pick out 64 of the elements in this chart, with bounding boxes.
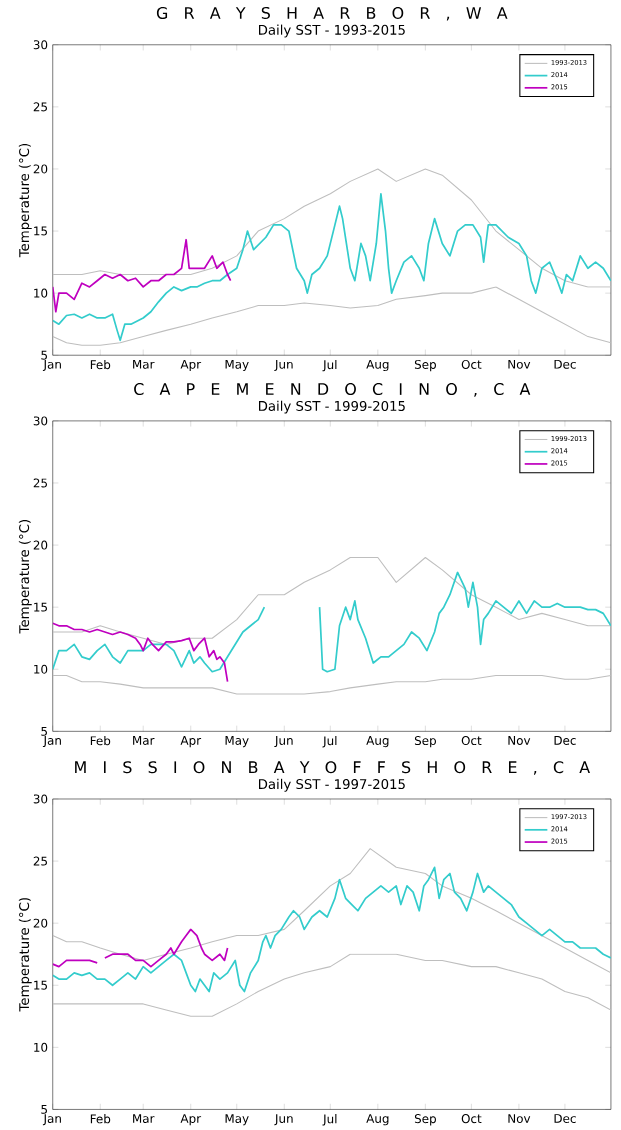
y-tick-label: 15 — [34, 980, 48, 990]
chart-title: G R A Y S H A R B O R , W A — [156, 6, 508, 21]
y-tick-label: 15 — [34, 226, 48, 236]
chart-title: C A P E M E N D O C I N O , C A — [134, 383, 531, 397]
x-tick-label: Mar — [133, 359, 155, 369]
x-tick-label: Jun — [274, 359, 293, 371]
x-tick-label: Jun — [274, 736, 293, 748]
y-axis-title: Temperature (°C) — [18, 520, 32, 634]
y-tick-label: 20 — [33, 540, 48, 550]
x-tick-label: Jul — [322, 359, 337, 372]
y-tick-label: 10 — [34, 664, 48, 674]
x-tick-label: Aug — [366, 1114, 389, 1126]
y-tick-label: 10 — [34, 1042, 48, 1052]
y-axis-title: Temperature (°C) — [18, 143, 32, 258]
x-tick-label: Oct — [461, 736, 482, 746]
y-tick-label: 30 — [33, 40, 48, 50]
y-tick-label: 5 — [41, 1105, 48, 1114]
x-tick-label: Aug — [366, 736, 389, 748]
x-tick-label: Jan — [42, 1114, 61, 1126]
y-tick-label: 20 — [33, 918, 48, 928]
x-tick-label: Dec — [554, 1114, 576, 1123]
y-tick-label: 30 — [33, 416, 48, 426]
x-tick-label: May — [225, 1114, 249, 1126]
x-tick-label: Jul — [322, 1114, 337, 1126]
x-tick-label: Feb — [90, 1114, 111, 1124]
x-tick-label: Mar — [133, 736, 155, 745]
x-tick-label: May — [225, 736, 249, 748]
x-tick-label: Apr — [180, 1114, 202, 1126]
x-tick-label: Aug — [366, 359, 389, 372]
x-tick-label: Apr — [180, 359, 202, 372]
chart-subtitle: Daily SST - 1997-2015 — [259, 778, 405, 792]
x-tick-label: Jul — [322, 736, 337, 748]
chart-subtitle: Daily SST - 1993-2015 — [259, 24, 405, 38]
y-tick-label: 15 — [34, 602, 48, 612]
y-tick-label: 5 — [41, 726, 48, 736]
x-tick-label: Oct — [461, 1114, 482, 1124]
line-series — [52, 192, 611, 342]
x-tick-label: Jan — [42, 736, 61, 748]
x-tick-label: Feb — [90, 736, 111, 746]
x-tick-label: May — [225, 359, 249, 372]
chart-subtitle: Daily SST - 1999-2015 — [259, 400, 405, 414]
y-tick-label: 30 — [33, 794, 48, 804]
x-tick-label: Oct — [461, 359, 482, 369]
y-tick-label: 20 — [33, 164, 48, 174]
x-tick-label: Sep — [414, 736, 437, 748]
x-tick-label: Sep — [414, 359, 437, 372]
x-tick-label: Apr — [180, 736, 202, 748]
y-tick-label: 25 — [33, 102, 48, 112]
x-tick-label: Jun — [274, 1114, 293, 1126]
x-tick-label: Mar — [133, 1114, 155, 1123]
x-tick-label: Dec — [554, 359, 576, 369]
x-tick-label: Jan — [42, 359, 61, 371]
y-tick-label: 10 — [34, 288, 48, 298]
x-tick-label: Feb — [90, 359, 111, 370]
x-tick-label: Dec — [554, 736, 576, 745]
y-tick-label: 25 — [33, 856, 48, 866]
x-tick-label: Nov — [508, 1114, 531, 1123]
y-axis-title: Temperature (°C) — [18, 898, 32, 1012]
y-tick-label: 25 — [33, 478, 48, 488]
y-tick-label: 5 — [41, 350, 48, 360]
x-tick-label: Nov — [508, 736, 531, 745]
x-tick-label: Sep — [414, 1114, 437, 1126]
x-tick-label: Nov — [508, 359, 531, 369]
chart-title: M I S S I O N B A Y O F F S H O R E , C A — [75, 761, 591, 775]
